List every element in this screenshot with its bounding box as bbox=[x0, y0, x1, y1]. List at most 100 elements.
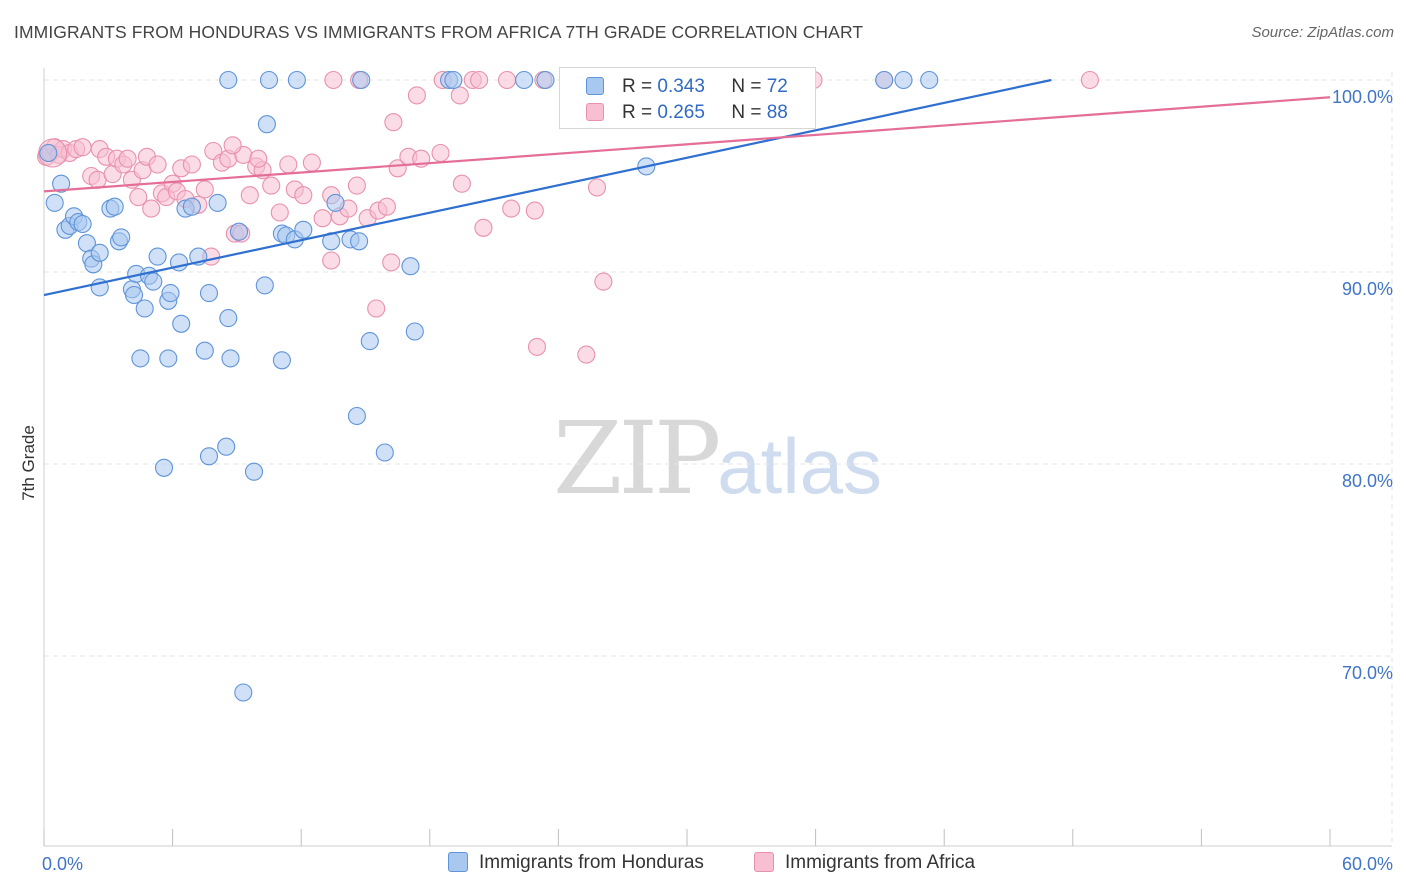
point-honduras bbox=[172, 314, 191, 333]
x-tick-label: 60.0% bbox=[1342, 854, 1393, 874]
legend-africa-swatch bbox=[754, 852, 774, 872]
point-honduras bbox=[124, 285, 144, 305]
point-honduras bbox=[536, 70, 555, 90]
point-africa bbox=[382, 253, 401, 272]
point-honduras bbox=[112, 228, 131, 247]
point-honduras bbox=[875, 70, 894, 90]
point-africa bbox=[527, 337, 547, 356]
point-honduras bbox=[199, 284, 219, 303]
point-honduras bbox=[73, 214, 92, 234]
point-africa bbox=[470, 70, 489, 90]
point-africa bbox=[270, 203, 289, 222]
point-africa bbox=[223, 136, 242, 155]
point-africa bbox=[324, 70, 343, 90]
point-honduras bbox=[244, 462, 264, 481]
point-honduras bbox=[350, 232, 369, 251]
point-africa bbox=[525, 201, 544, 220]
point-africa bbox=[377, 197, 396, 216]
series-honduras-points bbox=[39, 70, 939, 702]
legend-honduras-label: Immigrants from Honduras bbox=[479, 852, 704, 873]
point-honduras bbox=[375, 443, 394, 462]
point-honduras bbox=[326, 193, 345, 212]
point-africa bbox=[262, 176, 281, 195]
point-honduras bbox=[405, 322, 424, 341]
point-africa bbox=[88, 170, 107, 189]
gridlines bbox=[44, 72, 1393, 846]
honduras-n-label: N = bbox=[731, 76, 762, 97]
point-africa bbox=[118, 149, 137, 168]
point-honduras bbox=[135, 299, 154, 318]
point-africa bbox=[587, 178, 607, 197]
y-tick-label: 100.0% bbox=[1332, 87, 1393, 107]
point-africa bbox=[73, 138, 92, 157]
watermark-atlas: atlas bbox=[717, 422, 883, 510]
point-honduras bbox=[515, 70, 534, 90]
point-honduras bbox=[272, 351, 291, 370]
point-honduras bbox=[148, 247, 167, 266]
tick-labels: 100.0% 90.0% 80.0% 70.0% 0.0% 60.0% 7th Grade bbox=[19, 87, 1393, 874]
point-africa bbox=[367, 299, 386, 318]
trend-line-honduras bbox=[43, 78, 1052, 297]
africa-n-value: 88 bbox=[766, 102, 788, 123]
y-axis-title: 7th Grade bbox=[19, 425, 38, 501]
point-honduras bbox=[219, 70, 238, 90]
point-honduras bbox=[217, 437, 236, 456]
point-africa bbox=[431, 143, 450, 163]
honduras-r-value: 0.343 bbox=[657, 76, 705, 97]
point-africa bbox=[142, 199, 161, 218]
point-honduras bbox=[208, 193, 227, 212]
point-honduras bbox=[444, 70, 463, 90]
point-africa bbox=[474, 218, 493, 237]
point-honduras bbox=[219, 309, 238, 328]
point-africa bbox=[388, 159, 407, 178]
legend-item-honduras: Immigrants from Honduras bbox=[448, 852, 704, 874]
point-honduras bbox=[255, 276, 274, 295]
point-africa bbox=[302, 153, 321, 172]
point-africa bbox=[502, 199, 521, 218]
legend-item-africa: Immigrants from Africa bbox=[754, 852, 975, 874]
point-honduras bbox=[182, 197, 201, 216]
point-honduras bbox=[352, 70, 371, 90]
point-honduras bbox=[894, 70, 913, 90]
point-africa bbox=[577, 345, 596, 364]
source-label: Source: ZipAtlas.com bbox=[1251, 24, 1394, 41]
point-honduras bbox=[161, 284, 180, 303]
point-africa bbox=[1080, 70, 1099, 90]
legend-africa-label: Immigrants from Africa bbox=[785, 852, 976, 873]
africa-swatch bbox=[586, 103, 604, 121]
point-honduras bbox=[105, 197, 124, 216]
point-africa bbox=[594, 272, 613, 291]
point-honduras bbox=[229, 222, 249, 241]
africa-n-label: N = bbox=[731, 102, 762, 123]
africa-r-value: 0.265 bbox=[657, 102, 705, 123]
point-africa bbox=[347, 176, 366, 195]
point-honduras bbox=[39, 143, 58, 163]
point-honduras bbox=[259, 70, 279, 90]
x-tick-label: 0.0% bbox=[42, 854, 83, 874]
point-africa bbox=[384, 113, 403, 132]
point-africa bbox=[249, 149, 268, 168]
point-africa bbox=[407, 86, 426, 105]
y-tick-label: 80.0% bbox=[1342, 471, 1393, 491]
point-africa bbox=[182, 155, 201, 174]
axes bbox=[43, 68, 1392, 847]
point-honduras bbox=[199, 447, 219, 466]
point-honduras bbox=[159, 349, 178, 368]
point-honduras bbox=[195, 341, 214, 360]
point-honduras bbox=[401, 257, 420, 276]
honduras-swatch bbox=[586, 77, 604, 95]
point-africa bbox=[195, 180, 214, 199]
watermark-zip: ZIP bbox=[553, 400, 721, 517]
point-honduras bbox=[144, 272, 163, 291]
honduras-n-value: 72 bbox=[766, 76, 788, 97]
point-africa bbox=[294, 186, 313, 205]
point-honduras bbox=[234, 683, 253, 702]
y-tick-label: 90.0% bbox=[1342, 279, 1393, 299]
point-africa bbox=[279, 155, 298, 174]
africa-r-label: R = bbox=[622, 102, 653, 123]
point-africa bbox=[313, 209, 332, 228]
point-africa bbox=[129, 188, 148, 207]
point-honduras bbox=[221, 349, 240, 368]
legend-honduras-swatch bbox=[448, 852, 468, 872]
